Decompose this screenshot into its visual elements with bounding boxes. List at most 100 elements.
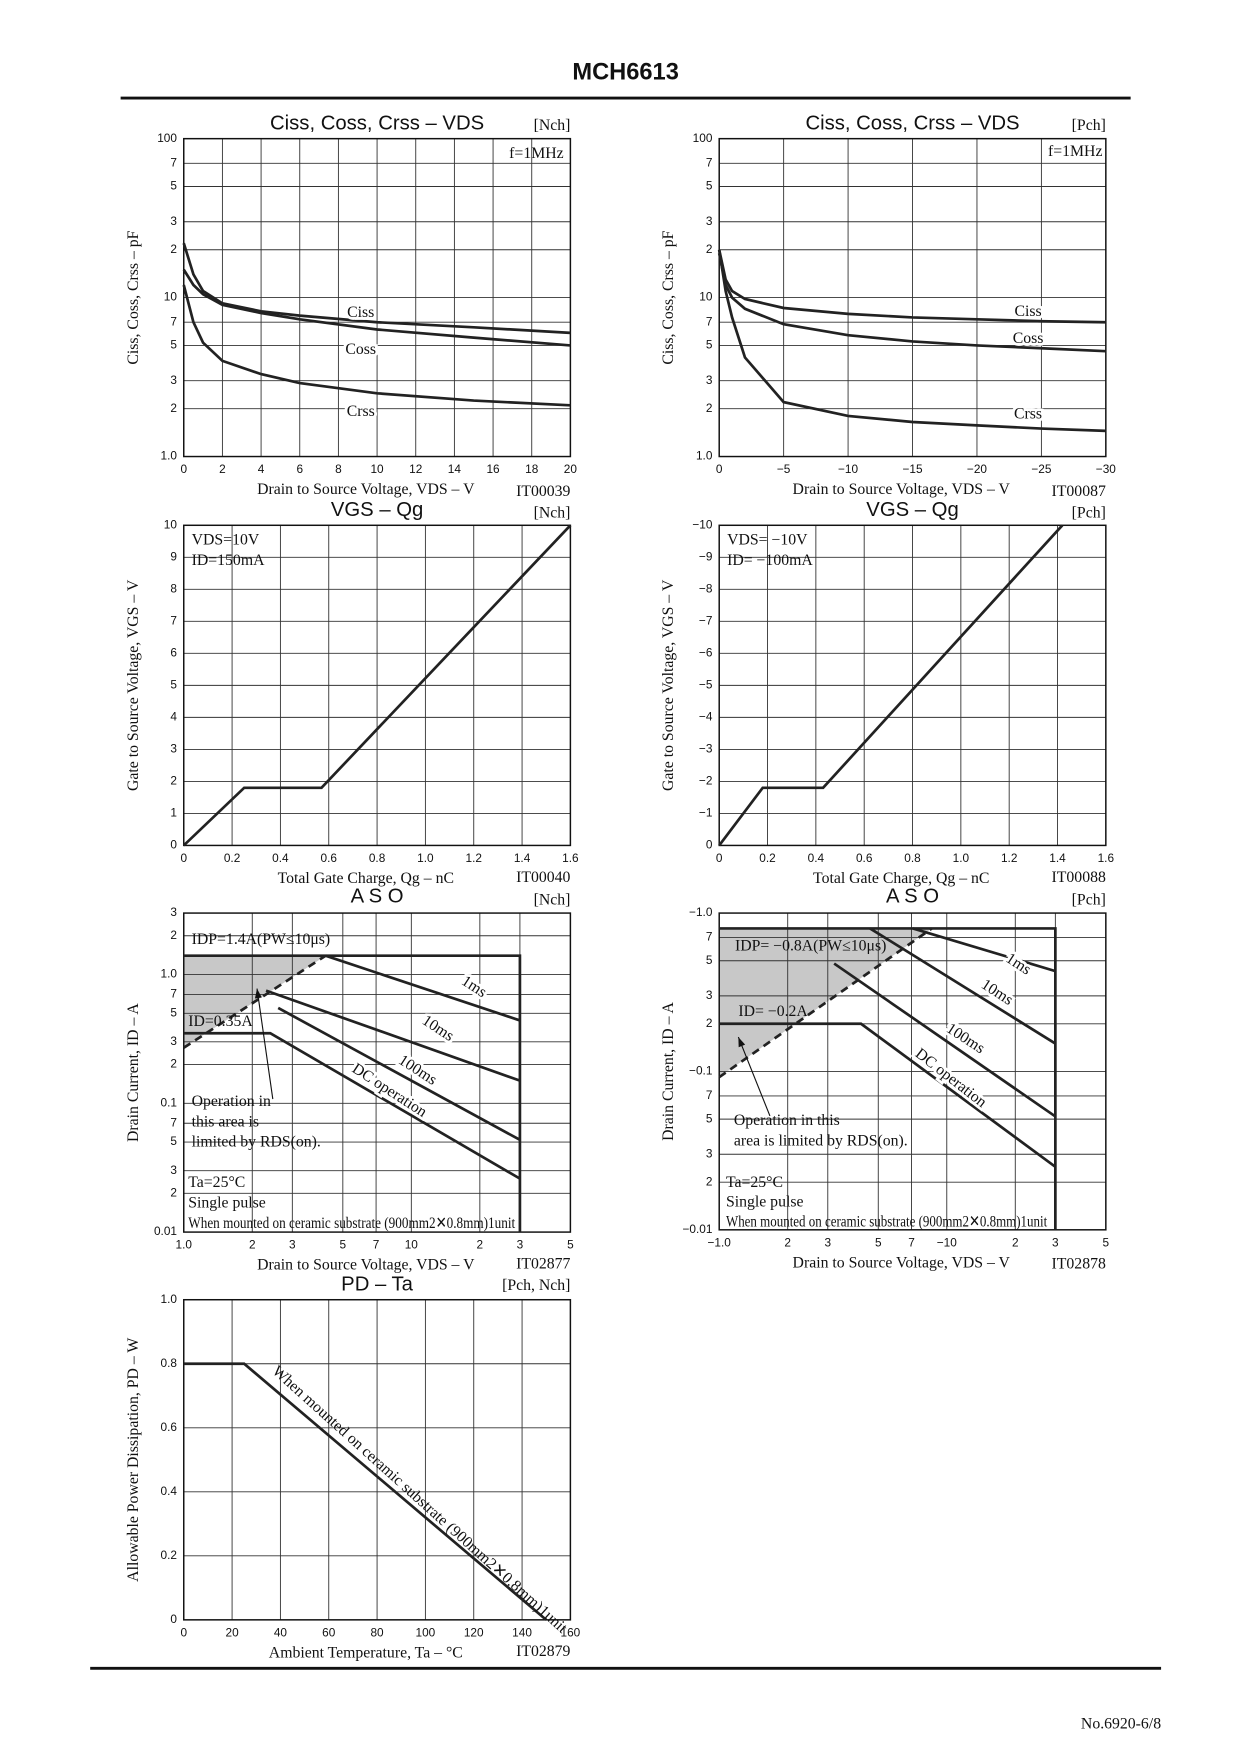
y-tick-label: 7	[706, 930, 713, 944]
annotation: limited by RDS(on).	[192, 1134, 321, 1151]
y-tick-label: 5	[706, 1111, 713, 1125]
y-tick-label: 2	[170, 1057, 177, 1071]
y-tick-label: 2	[170, 1185, 177, 1199]
y-axis-label: Ciss, Coss, Crss – pF	[660, 230, 677, 364]
x-tick-label: −10	[937, 1235, 957, 1249]
y-tick-label: 7	[706, 314, 713, 328]
series-line	[717, 253, 1106, 353]
annotation: ID= −100mA	[727, 552, 813, 569]
y-tick-label: 2	[170, 928, 177, 942]
y-tick-label: 1	[170, 806, 177, 820]
annotation: Single pulse	[188, 1195, 266, 1212]
annotation: area is limited by RDS(on).	[734, 1133, 908, 1150]
y-tick-label: −10	[692, 517, 712, 531]
series-line	[182, 284, 571, 407]
series-line	[265, 989, 521, 1082]
annotation: ID= −0.2A	[738, 1003, 808, 1020]
series-line	[833, 962, 1057, 1118]
chart-title: A S O	[886, 886, 939, 908]
x-tick-label: 1.6	[562, 851, 579, 865]
x-tick-label: 1.2	[466, 851, 482, 865]
x-tick-label: 1.0	[417, 851, 434, 865]
y-axis-label: Ciss, Coss, Crss – pF	[125, 230, 142, 364]
x-tick-label: 2	[1012, 1235, 1019, 1249]
x-tick-label: 1.2	[1001, 851, 1017, 865]
annotation: [Nch]	[534, 117, 571, 134]
x-tick-label: 3	[517, 1238, 524, 1252]
series-label: Coss	[345, 341, 376, 358]
x-tick-label: 1.6	[1098, 851, 1115, 865]
annotation: ID=0.35A	[188, 1013, 253, 1030]
chart-title: Ciss, Coss, Crss – VDS	[805, 112, 1019, 134]
page-number: No.6920-6/8	[1081, 1715, 1161, 1732]
y-tick-label: 5	[706, 338, 713, 352]
series-line	[717, 249, 1106, 324]
series-line	[718, 927, 933, 1079]
annotation: IT00088	[1052, 869, 1106, 886]
y-tick-label: 5	[170, 1134, 177, 1148]
annotation: IDP=1.4A(PW≤10μs)	[192, 931, 331, 948]
x-tick-label: 10	[370, 462, 384, 476]
series-line	[869, 927, 1057, 1045]
x-tick-label: 5	[875, 1235, 882, 1249]
x-tick-label: 10	[405, 1238, 419, 1252]
series-line	[277, 1006, 521, 1142]
x-tick-label: 1.0	[953, 851, 970, 865]
y-tick-label: 3	[170, 214, 177, 228]
y-tick-label: −8	[699, 581, 713, 595]
x-tick-label: 0.6	[856, 851, 873, 865]
y-tick-label: 100	[157, 131, 177, 145]
series-label: Coss	[1013, 330, 1044, 347]
annotation: [Pch]	[1072, 117, 1106, 134]
x-tick-label: 0	[180, 851, 187, 865]
annotation: Operation in this	[734, 1112, 840, 1129]
x-tick-label: 12	[409, 462, 422, 476]
x-tick-label: −1.0	[708, 1235, 732, 1249]
y-tick-label: 7	[170, 613, 177, 627]
annotation: IDP= −0.8A(PW≤10μs)	[735, 938, 886, 955]
y-tick-label: 7	[170, 155, 177, 169]
y-tick-label: −4	[699, 710, 713, 724]
x-tick-label: 0	[716, 462, 723, 476]
x-tick-label: 40	[274, 1626, 288, 1640]
annotation: IT02878	[1052, 1255, 1106, 1272]
series-line	[718, 524, 1064, 847]
plot-frame	[183, 137, 572, 458]
x-axis-label: Drain to Source Voltage, VDS – V	[793, 1254, 1011, 1271]
x-tick-label: 0	[716, 851, 723, 865]
y-tick-label: 7	[706, 1088, 713, 1102]
y-tick-label: 2	[170, 774, 177, 788]
y-axis-label: Allowable Power Dissipation, PD – W	[125, 1338, 142, 1582]
x-tick-label: 16	[486, 462, 500, 476]
x-tick-label: 3	[289, 1238, 296, 1252]
series-line	[183, 1031, 521, 1180]
series-line	[719, 927, 1057, 1230]
y-tick-label: 5	[170, 677, 177, 691]
x-axis-label: Total Gate Charge, Qg – nC	[278, 870, 454, 887]
series-line	[912, 927, 1056, 973]
annotation: [Nch]	[534, 891, 571, 908]
x-tick-label: 100	[416, 1626, 436, 1640]
y-tick-label: 3	[170, 373, 177, 387]
x-tick-label: 2	[219, 462, 226, 476]
x-tick-label: 1.4	[1049, 851, 1066, 865]
series-line	[182, 268, 571, 347]
x-tick-label: 1.0	[176, 1238, 193, 1252]
y-tick-label: 5	[706, 179, 713, 193]
x-tick-label: 0.8	[369, 851, 386, 865]
x-tick-label: 2	[249, 1238, 256, 1252]
y-tick-label: 0.1	[161, 1095, 177, 1109]
annotation: Single pulse	[726, 1193, 804, 1210]
annotation: IT02877	[516, 1255, 570, 1272]
annotation: VDS=10V	[192, 532, 260, 549]
y-tick-label: 10	[164, 290, 178, 304]
y-tick-label: 2	[170, 401, 177, 415]
x-tick-label: 1.4	[514, 851, 531, 865]
arrow-head	[254, 988, 262, 999]
chart-title: VGS – Qg	[331, 499, 423, 521]
y-tick-label: −1	[699, 806, 713, 820]
y-tick-label: 10	[164, 517, 178, 531]
x-tick-label: −20	[967, 462, 987, 476]
annotation: ID=150mA	[192, 552, 265, 569]
